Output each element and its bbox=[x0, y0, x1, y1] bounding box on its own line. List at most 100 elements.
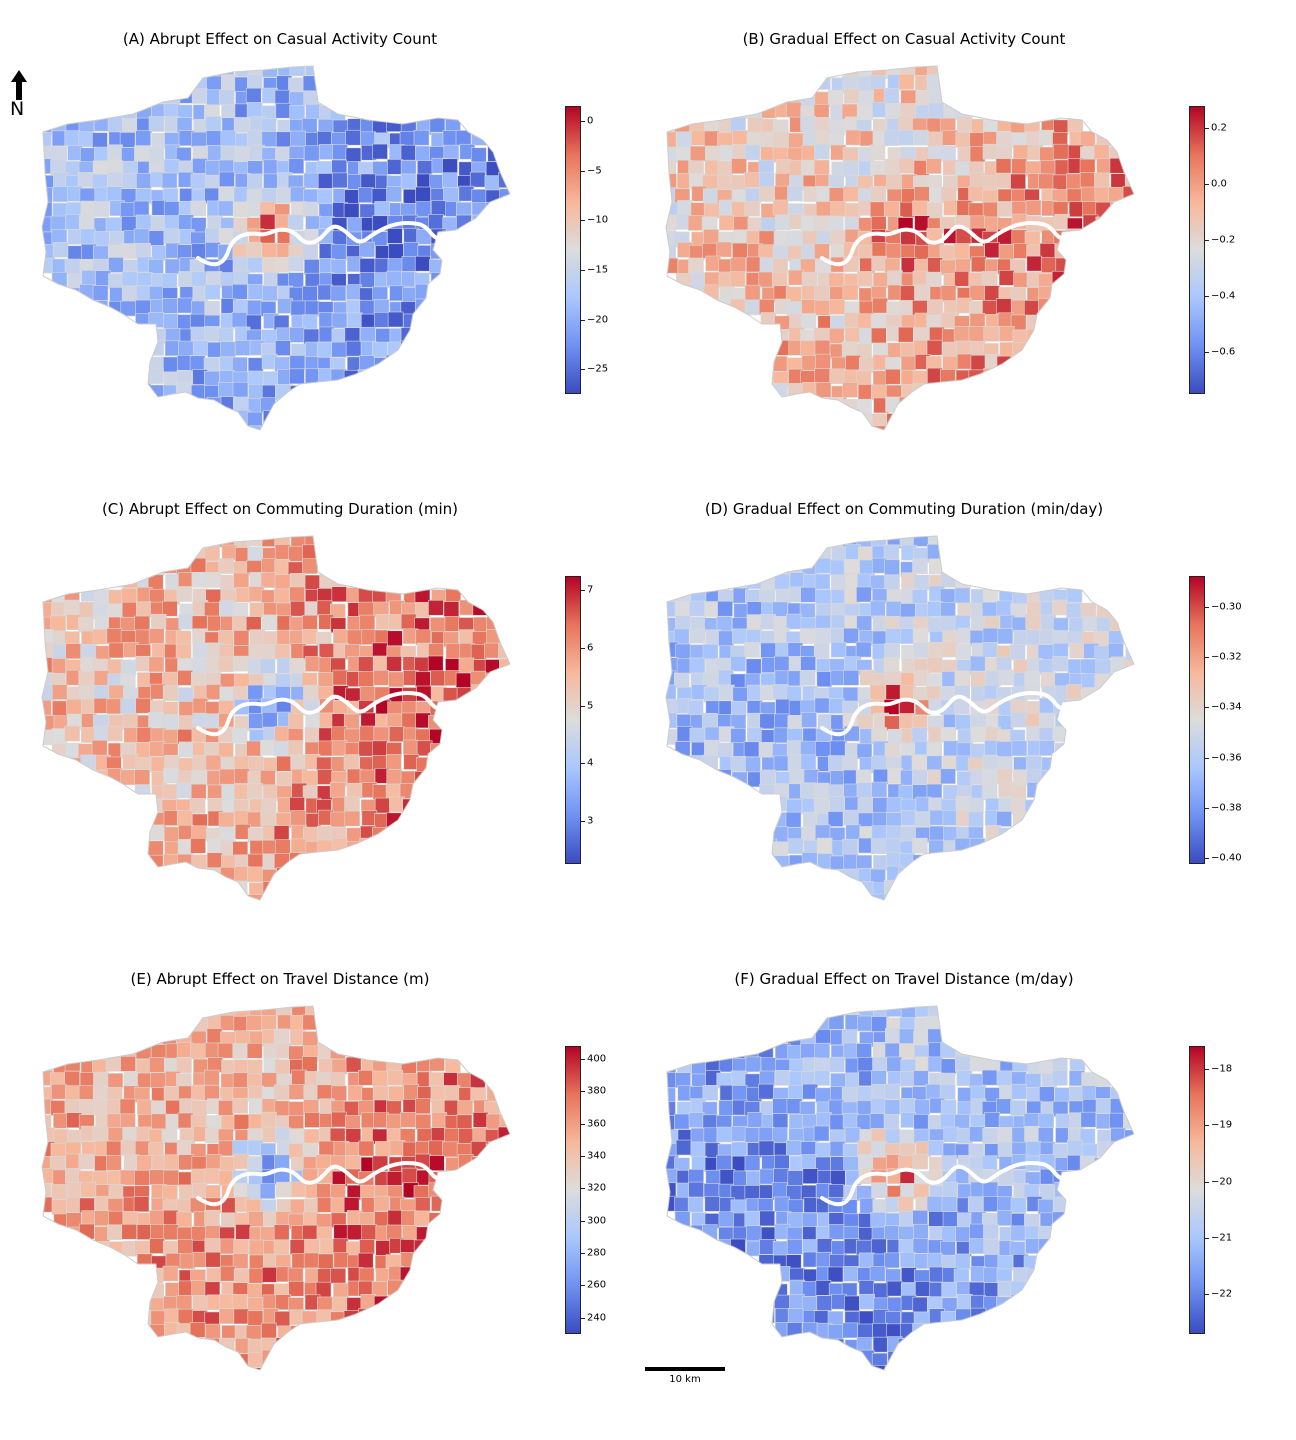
colorbar-tick-label: 240 bbox=[587, 1312, 607, 1324]
map-panel: (B) Gradual Effect on Casual Activity Co… bbox=[624, 0, 1244, 460]
colorbar-tick bbox=[1205, 1294, 1209, 1296]
river-thames bbox=[820, 221, 1066, 267]
choropleth-map bbox=[665, 535, 1135, 901]
colorbar-tick bbox=[1205, 128, 1209, 130]
colorbar-tick bbox=[1205, 857, 1209, 859]
colorbar-tick bbox=[1205, 707, 1209, 709]
colorbar-tick bbox=[1205, 607, 1209, 609]
river-thames bbox=[820, 691, 1066, 737]
colorbar-tick-label: 5 bbox=[587, 700, 594, 712]
map-panel: (C) Abrupt Effect on Commuting Duration … bbox=[0, 470, 620, 930]
river-thames bbox=[196, 691, 442, 737]
colorbar-tick bbox=[1205, 240, 1209, 242]
choropleth-map bbox=[41, 65, 511, 431]
colorbar-tick-label: −0.34 bbox=[1211, 701, 1242, 713]
colorbar-tick bbox=[1205, 1181, 1209, 1183]
colorbar-tick-label: −0.6 bbox=[1211, 346, 1236, 358]
colorbar-tick-label: −0.4 bbox=[1211, 290, 1236, 302]
river-thames bbox=[196, 1161, 442, 1207]
colorbar-tick bbox=[1205, 757, 1209, 759]
colorbar-tick-label: 0.0 bbox=[1211, 178, 1227, 190]
colorbar-tick-label: 280 bbox=[587, 1247, 607, 1259]
colorbar-tick-label: 380 bbox=[587, 1085, 607, 1097]
colorbar-tick bbox=[581, 319, 585, 321]
colorbar-tick bbox=[581, 590, 585, 592]
colorbar bbox=[565, 106, 581, 394]
colorbar-tick-label: −0.30 bbox=[1211, 601, 1242, 613]
panel-title: (D) Gradual Effect on Commuting Duration… bbox=[704, 500, 1104, 518]
colorbar-tick-label: −0.40 bbox=[1211, 852, 1242, 864]
colorbar-tick-label: 360 bbox=[587, 1118, 607, 1130]
panel-title: (A) Abrupt Effect on Casual Activity Cou… bbox=[122, 30, 438, 48]
scale-bar bbox=[645, 1367, 725, 1371]
colorbar-tick-label: −20 bbox=[1211, 1176, 1233, 1188]
colorbar bbox=[1189, 1046, 1205, 1334]
colorbar-tick bbox=[581, 1317, 585, 1319]
river-thames bbox=[820, 1161, 1066, 1207]
map-panel: (E) Abrupt Effect on Travel Distance (m)… bbox=[0, 940, 620, 1400]
river-thames bbox=[196, 221, 442, 267]
panel-title: (C) Abrupt Effect on Commuting Duration … bbox=[101, 500, 459, 518]
colorbar-tick-label: 7 bbox=[587, 584, 594, 596]
colorbar-tick bbox=[581, 1156, 585, 1158]
colorbar-tick-label: 300 bbox=[587, 1215, 607, 1227]
colorbar-tick bbox=[1205, 352, 1209, 354]
colorbar-tick-label: −22 bbox=[1211, 1288, 1233, 1300]
colorbar-tick bbox=[581, 1123, 585, 1125]
colorbar-tick bbox=[581, 269, 585, 271]
colorbar-tick bbox=[581, 1220, 585, 1222]
colorbar-tick-label: 400 bbox=[587, 1053, 607, 1065]
panel-title: (E) Abrupt Effect on Travel Distance (m) bbox=[130, 970, 430, 988]
colorbar-tick bbox=[581, 648, 585, 649]
colorbar-tick bbox=[1205, 1068, 1209, 1070]
colorbar-tick-label: −21 bbox=[1211, 1232, 1233, 1244]
colorbar-tick bbox=[581, 705, 585, 707]
choropleth-map bbox=[665, 65, 1135, 431]
colorbar-tick bbox=[581, 170, 585, 172]
colorbar-tick-label: 0 bbox=[587, 115, 594, 127]
colorbar-tick-label: 340 bbox=[587, 1150, 607, 1162]
colorbar-tick-label: −0.36 bbox=[1211, 752, 1242, 764]
colorbar-tick bbox=[581, 120, 585, 122]
map-panel: (A) Abrupt Effect on Casual Activity Cou… bbox=[0, 0, 620, 460]
map-panel: (D) Gradual Effect on Commuting Duration… bbox=[624, 470, 1244, 930]
colorbar-tick bbox=[1205, 657, 1209, 659]
colorbar-tick-label: 3 bbox=[587, 815, 594, 827]
colorbar bbox=[1189, 106, 1205, 394]
colorbar-tick bbox=[1205, 1125, 1209, 1127]
colorbar-tick-label: −5 bbox=[587, 165, 602, 177]
colorbar-tick-label: −20 bbox=[587, 314, 609, 326]
colorbar-tick-label: 260 bbox=[587, 1279, 607, 1291]
colorbar-tick bbox=[1205, 184, 1209, 186]
colorbar-tick-label: 6 bbox=[587, 642, 594, 654]
panel-title: (B) Gradual Effect on Casual Activity Co… bbox=[742, 30, 1066, 48]
colorbar-tick-label: 320 bbox=[587, 1182, 607, 1194]
north-arrow-icon bbox=[11, 70, 27, 100]
scale-bar-label: 10 km bbox=[669, 1374, 701, 1385]
colorbar-tick bbox=[581, 220, 585, 222]
colorbar-tick-label: −18 bbox=[1211, 1063, 1233, 1075]
colorbar-tick-label: 4 bbox=[587, 757, 594, 769]
colorbar-tick-label: −25 bbox=[587, 363, 609, 375]
colorbar-tick-label: −0.38 bbox=[1211, 802, 1242, 814]
map-panel: (F) Gradual Effect on Travel Distance (m… bbox=[624, 940, 1244, 1400]
colorbar bbox=[565, 576, 581, 864]
choropleth-map bbox=[41, 535, 511, 901]
colorbar-tick bbox=[581, 763, 585, 765]
north-label: N bbox=[10, 98, 25, 120]
colorbar-tick-label: −0.2 bbox=[1211, 234, 1236, 246]
colorbar-tick bbox=[1205, 807, 1209, 809]
colorbar-tick-label: −15 bbox=[587, 264, 609, 276]
colorbar-tick bbox=[581, 369, 585, 371]
colorbar-tick bbox=[581, 1188, 585, 1190]
colorbar bbox=[565, 1046, 581, 1334]
colorbar-tick bbox=[1205, 1238, 1209, 1239]
colorbar-tick bbox=[581, 1285, 585, 1287]
colorbar-tick-label: −0.32 bbox=[1211, 651, 1242, 663]
colorbar-tick bbox=[581, 1058, 585, 1060]
colorbar-tick-label: 0.2 bbox=[1211, 122, 1227, 134]
panel-title: (F) Gradual Effect on Travel Distance (m… bbox=[734, 970, 1074, 988]
colorbar-tick bbox=[581, 1091, 585, 1093]
colorbar-tick bbox=[1205, 296, 1209, 298]
colorbar-tick bbox=[581, 820, 585, 822]
